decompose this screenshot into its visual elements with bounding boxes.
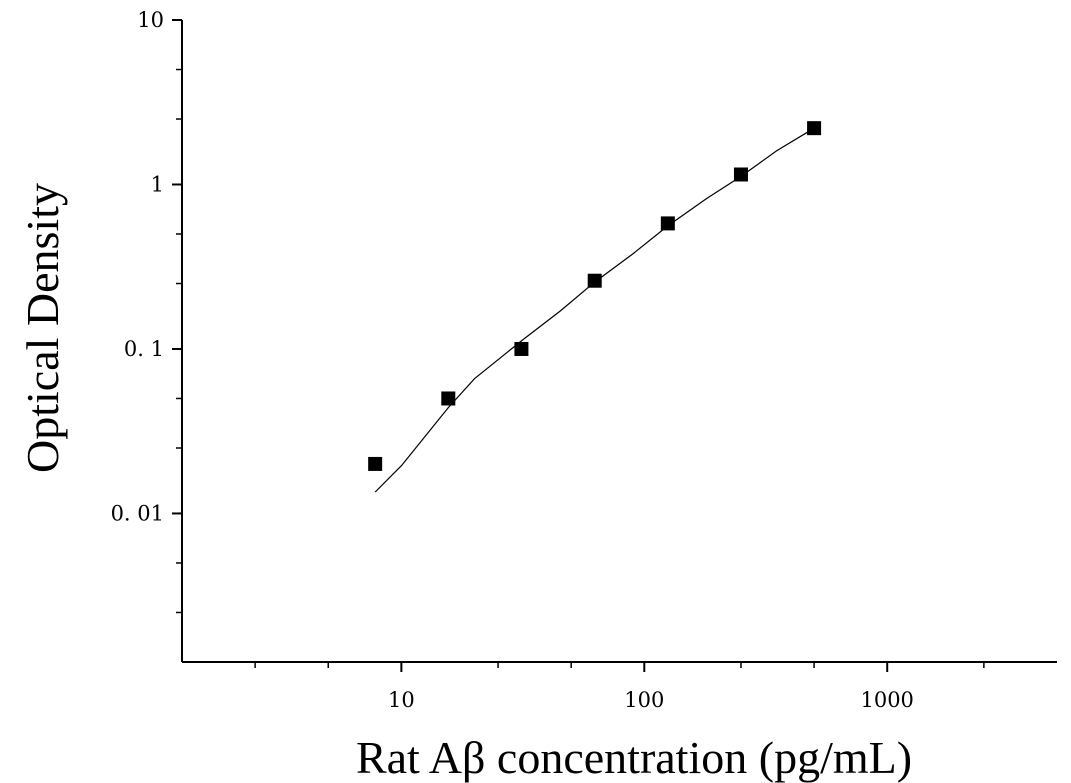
x-tick-label: 100 [624, 688, 664, 712]
data-point [441, 391, 456, 406]
x-tick-label: 1000 [860, 688, 913, 712]
data-point [733, 167, 748, 182]
data-point [368, 456, 383, 471]
data-point [514, 341, 529, 356]
y-tick-labels: 10 1 0. 1 0. 01 [111, 8, 164, 525]
y-tick-label: 1 [151, 172, 164, 196]
y-axis-title: Optical Density [17, 183, 68, 473]
x-tick-labels: 10 100 1000 [388, 688, 914, 712]
y-tick-label: 10 [137, 8, 164, 32]
data-point [660, 216, 675, 231]
fit-curve [374, 127, 815, 493]
y-tick-label: 0. 1 [124, 337, 164, 361]
x-axis-title: Rat Aβ concentration (pg/mL) [356, 732, 912, 783]
data-point [807, 121, 822, 136]
axes [181, 20, 1057, 663]
data-points [368, 121, 822, 471]
x-ticks [254, 662, 985, 672]
y-tick-label: 0. 01 [111, 501, 164, 525]
x-tick-label: 10 [388, 688, 415, 712]
data-point [587, 273, 602, 288]
y-ticks [172, 19, 182, 614]
